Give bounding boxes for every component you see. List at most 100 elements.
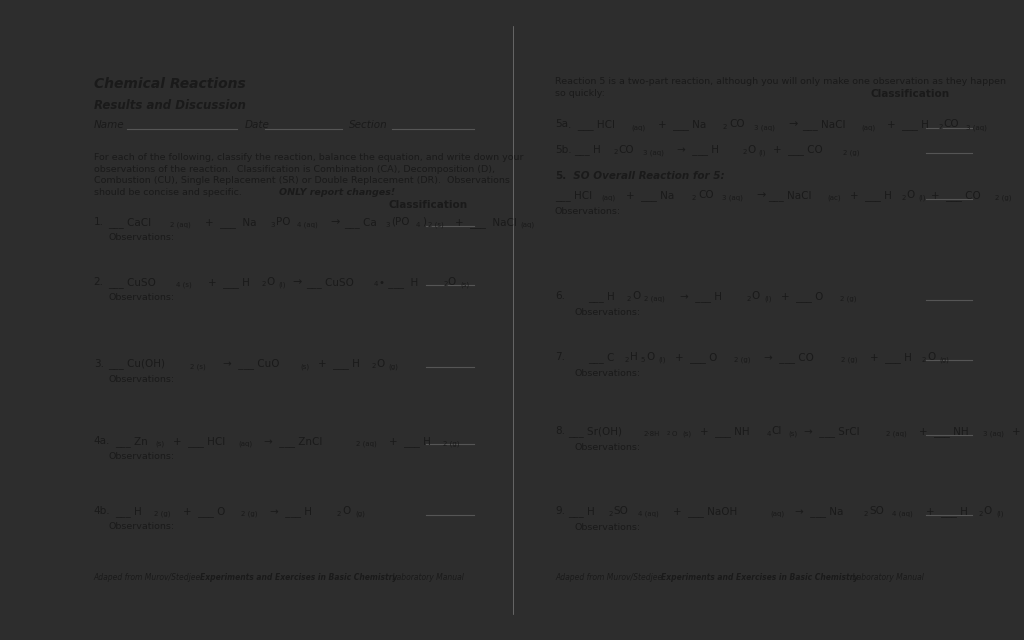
Text: Observations:: Observations: — [109, 293, 174, 302]
Text: PO: PO — [276, 217, 291, 227]
Text: ___ CaCl: ___ CaCl — [109, 217, 152, 228]
Text: 2 (g): 2 (g) — [734, 356, 751, 363]
Text: ): ) — [422, 217, 426, 227]
Text: Observations:: Observations: — [109, 375, 174, 384]
Text: →  ___ ZnCl: → ___ ZnCl — [263, 436, 322, 447]
Text: 3 (aq): 3 (aq) — [983, 431, 1005, 437]
Text: +  ___  NaCl: + ___ NaCl — [455, 217, 516, 228]
Text: 2: 2 — [625, 356, 629, 363]
Text: 2 (g): 2 (g) — [841, 356, 857, 363]
Text: 2: 2 — [337, 511, 341, 517]
Text: 7.: 7. — [555, 352, 565, 362]
Text: CO: CO — [730, 120, 745, 129]
Text: Chemical Reactions: Chemical Reactions — [94, 77, 246, 91]
Text: (l): (l) — [764, 296, 772, 302]
Text: Name: Name — [94, 120, 124, 131]
Text: 3 (aq): 3 (aq) — [643, 149, 664, 156]
Text: (l): (l) — [996, 511, 1004, 517]
Text: ___ Cu(OH): ___ Cu(OH) — [109, 358, 165, 369]
Text: 2 (s): 2 (s) — [428, 221, 443, 228]
Text: 3 (aq): 3 (aq) — [754, 124, 774, 131]
Text: 4 (s): 4 (s) — [176, 282, 191, 288]
Text: 2 (g): 2 (g) — [154, 511, 170, 517]
Text: (s): (s) — [461, 282, 470, 288]
Text: ___ H: ___ H — [574, 145, 601, 156]
Text: Observations:: Observations: — [574, 369, 640, 378]
Text: Cl: Cl — [771, 426, 781, 436]
Text: (s): (s) — [788, 431, 798, 437]
Text: 4: 4 — [416, 221, 421, 228]
Text: (aq): (aq) — [601, 195, 615, 201]
Text: →  ___ Na: → ___ Na — [796, 506, 844, 517]
Text: observations of the reaction.  Classification is Combination (CA), Decomposition: observations of the reaction. Classifica… — [94, 164, 495, 174]
Text: 2: 2 — [613, 149, 618, 156]
Text: 2: 2 — [901, 195, 906, 201]
Text: (l): (l) — [919, 195, 927, 201]
Text: 2 (aq): 2 (aq) — [170, 221, 190, 228]
Text: ___ H: ___ H — [588, 291, 614, 302]
Text: +  ___ H: + ___ H — [887, 120, 929, 131]
Text: 2: 2 — [443, 282, 447, 287]
Text: →  ___ H: → ___ H — [680, 291, 722, 302]
Text: 2: 2 — [627, 296, 631, 302]
Text: 2·8H: 2·8H — [644, 431, 660, 437]
Text: 2: 2 — [667, 431, 671, 436]
Text: 2: 2 — [609, 511, 613, 517]
Text: +  ___ O: + ___ O — [675, 352, 717, 363]
Text: O: O — [983, 506, 991, 516]
Text: should be concise and specific.: should be concise and specific. — [94, 188, 248, 197]
Text: (aq): (aq) — [861, 124, 874, 131]
Text: Experiments and Exercises in Basic Chemistry: Experiments and Exercises in Basic Chemi… — [662, 573, 858, 582]
Text: 2: 2 — [922, 356, 926, 363]
Text: ___ NaCl: ___ NaCl — [802, 120, 846, 131]
Text: (s): (s) — [156, 440, 165, 447]
Text: ___ NaCl: ___ NaCl — [768, 190, 812, 201]
Text: 3.: 3. — [94, 358, 103, 369]
Text: 8.: 8. — [555, 426, 565, 436]
Text: Combustion (CU), Single Replacement (SR) or Double Replacement (DR).  Observatio: Combustion (CU), Single Replacement (SR)… — [94, 177, 510, 186]
Text: Observations:: Observations: — [574, 444, 640, 452]
Text: • ___  H: • ___ H — [379, 276, 419, 287]
Text: →  ___ CO: → ___ CO — [764, 352, 814, 363]
Text: CO: CO — [944, 120, 959, 129]
Text: 2: 2 — [692, 195, 696, 201]
Text: Section: Section — [348, 120, 387, 131]
Text: 3: 3 — [270, 221, 274, 228]
Text: (g): (g) — [355, 511, 366, 517]
Text: +  ___ H: + ___ H — [869, 352, 911, 363]
Text: Adaped from Murov/Stedjee: Adaped from Murov/Stedjee — [94, 573, 204, 582]
Text: →: → — [293, 276, 302, 287]
Text: Laboratory Manual: Laboratory Manual — [850, 573, 924, 582]
Text: 2: 2 — [261, 282, 266, 287]
Text: ___ H: ___ H — [115, 506, 141, 517]
Text: 4: 4 — [374, 282, 378, 287]
Text: +  ___ Na: + ___ Na — [627, 190, 675, 201]
Text: 4 (aq): 4 (aq) — [297, 221, 318, 228]
Text: Results and Discussion: Results and Discussion — [94, 99, 246, 112]
Text: (aq): (aq) — [631, 124, 645, 131]
Text: →  ___ H: → ___ H — [270, 506, 312, 517]
Text: →  ___ CuO: → ___ CuO — [223, 358, 280, 369]
Text: ___ CuSO: ___ CuSO — [109, 276, 156, 287]
Text: →  ___ SrCl: → ___ SrCl — [804, 426, 859, 437]
Text: SO: SO — [613, 506, 629, 516]
Text: +  ___ H: + ___ H — [208, 276, 250, 287]
Text: O: O — [746, 145, 756, 154]
Text: 3 (aq): 3 (aq) — [722, 195, 742, 201]
Text: O: O — [343, 506, 351, 516]
Text: 5.: 5. — [555, 171, 566, 180]
Text: 1.: 1. — [94, 217, 103, 227]
Text: Date: Date — [245, 120, 269, 131]
Text: (l): (l) — [759, 149, 766, 156]
Text: SO: SO — [869, 506, 885, 516]
Text: 2 (g): 2 (g) — [443, 440, 460, 447]
Text: ___ CuSO: ___ CuSO — [306, 276, 354, 287]
Text: Observations:: Observations: — [574, 308, 640, 317]
Text: ___ H: ___ H — [568, 506, 595, 517]
Text: (s): (s) — [682, 431, 691, 437]
Text: 4b.: 4b. — [94, 506, 111, 516]
Text: →  ___ H: → ___ H — [677, 145, 719, 156]
Text: (l): (l) — [658, 356, 666, 363]
Text: (ac): (ac) — [827, 195, 841, 201]
Text: 4 (aq): 4 (aq) — [892, 511, 912, 517]
